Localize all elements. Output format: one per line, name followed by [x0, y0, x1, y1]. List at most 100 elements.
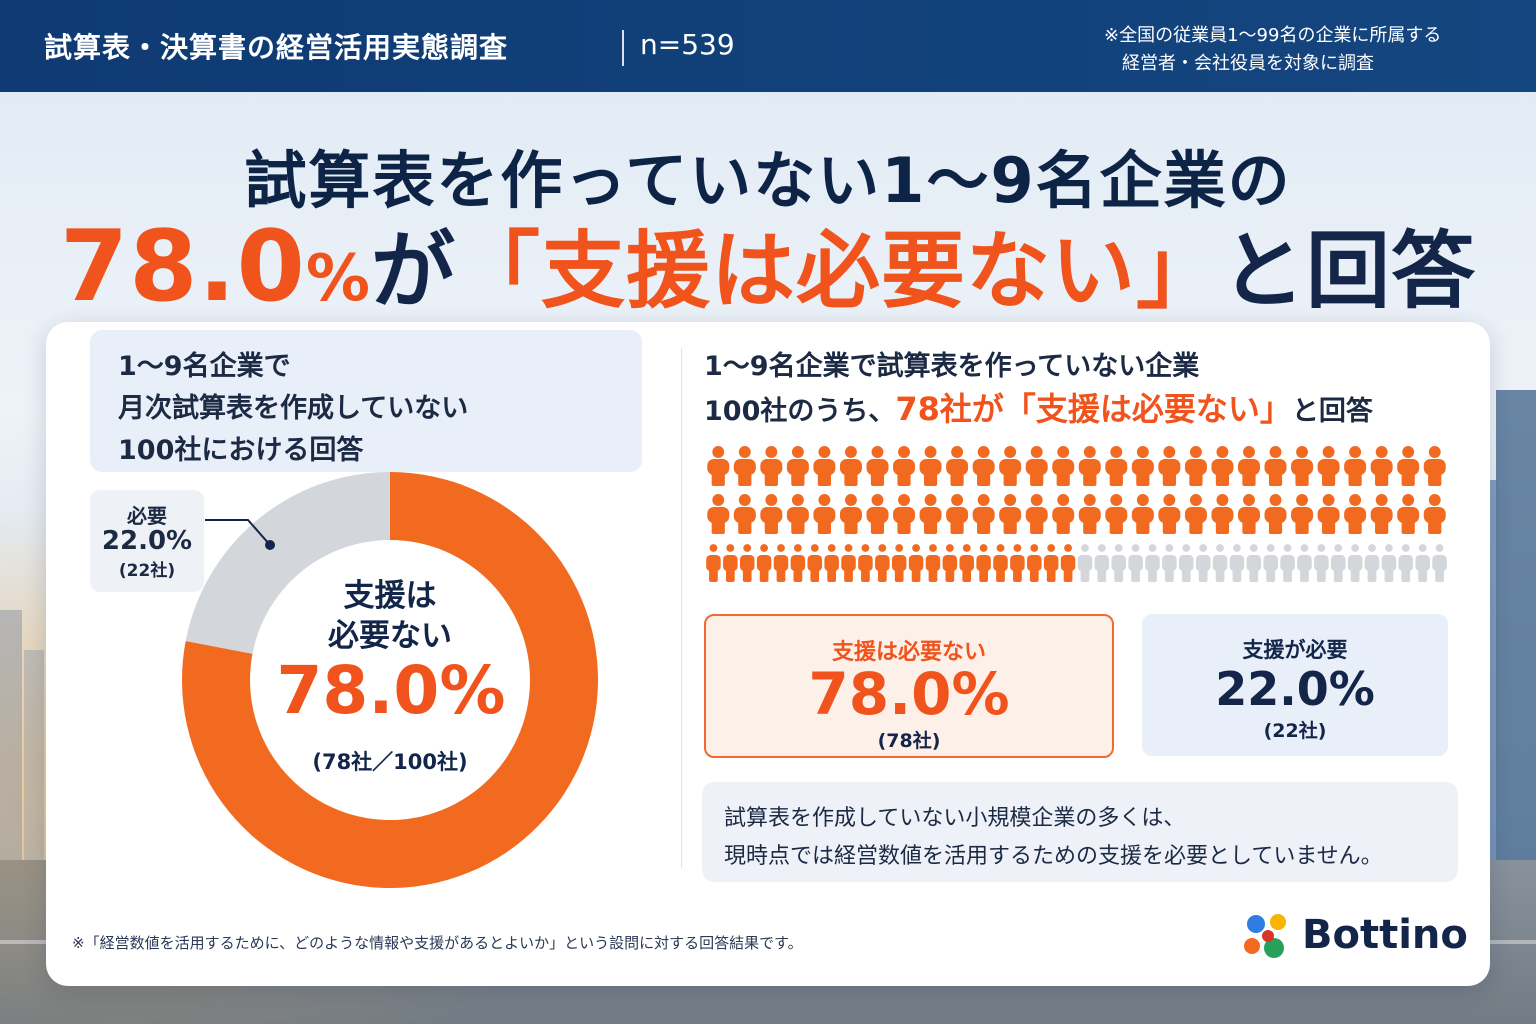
- person-icon-needed: [1128, 544, 1143, 582]
- person-icon-not-needed: [707, 446, 730, 486]
- right-title-line2: 100社のうち、78社が「支援は必要ない」と回答: [704, 384, 1373, 430]
- person-icon-not-needed: [1131, 446, 1154, 486]
- person-icon-needed: [1179, 544, 1194, 582]
- person-icon-needed: [1162, 544, 1177, 582]
- left-question-box: 1～9名企業で 月次試算表を作成していない 100社における回答: [90, 330, 642, 472]
- person-icon-not-needed: [773, 544, 789, 582]
- person-icon-not-needed: [866, 494, 889, 534]
- person-icon-not-needed: [760, 494, 783, 534]
- left-box-line1: 1～9名企業で: [118, 351, 291, 382]
- person-icon-not-needed: [1184, 446, 1207, 486]
- not-needed-count: (78社): [877, 730, 941, 752]
- person-icon-not-needed: [959, 544, 974, 582]
- person-icon-not-needed: [839, 494, 862, 534]
- person-icon-not-needed: [999, 494, 1022, 534]
- need-leader-dot: [265, 540, 275, 550]
- person-icon-not-needed: [1158, 494, 1181, 534]
- person-icon-not-needed: [972, 446, 995, 486]
- person-icon-not-needed: [733, 494, 756, 534]
- right-title-suffix: と回答: [1291, 396, 1373, 427]
- person-icon-not-needed: [946, 494, 969, 534]
- person-icon-not-needed: [1264, 494, 1287, 534]
- panel-divider: [681, 348, 682, 868]
- headline-line2: 78.0%が「支援は必要ない」と回答: [0, 204, 1536, 325]
- person-icon-not-needed: [1105, 494, 1128, 534]
- person-icon-not-needed: [893, 446, 916, 486]
- person-icon-not-needed: [790, 544, 806, 582]
- headline-pct-sign: %: [305, 242, 371, 316]
- person-icon-not-needed: [893, 494, 916, 534]
- person-icon-not-needed: [925, 544, 941, 582]
- person-icon-not-needed: [919, 446, 942, 486]
- header-divider: [622, 30, 624, 66]
- person-icon-needed: [1432, 544, 1447, 582]
- survey-note-line1: ※全国の従業員1～99名の企業に所属する: [1104, 25, 1442, 46]
- summary-line2: 現時点では経営数値を活用するための支援を必要としていません。: [724, 844, 1383, 869]
- person-icon-needed: [1364, 544, 1380, 582]
- person-icon-not-needed: [813, 446, 836, 486]
- person-icon-not-needed: [1370, 494, 1393, 534]
- person-icon-not-needed: [1397, 494, 1420, 534]
- person-icon-not-needed: [723, 544, 738, 582]
- headline-pct-number: 78.0: [60, 210, 306, 324]
- person-icon-not-needed: [807, 544, 823, 582]
- person-icon-not-needed: [841, 544, 856, 582]
- person-icon-not-needed: [839, 446, 862, 486]
- donut-slice-needed: [185, 472, 390, 654]
- needed-pct: 22.0%: [1215, 662, 1375, 716]
- right-title-line1: 1～9名企業で試算表を作っていない企業: [704, 351, 1200, 382]
- person-icon-needed: [1212, 544, 1228, 582]
- survey-note: ※全国の従業員1～99名の企業に所属する 経営者・会社役員を対象に調査: [1104, 22, 1441, 78]
- person-icon-not-needed: [1131, 494, 1154, 534]
- headline-ga: が: [370, 222, 456, 320]
- person-icon-not-needed: [1043, 544, 1059, 582]
- person-icon-needed: [1145, 544, 1160, 582]
- person-icon-not-needed: [706, 544, 721, 582]
- logo-text: Bottino: [1302, 912, 1468, 958]
- person-icon-not-needed: [1105, 446, 1128, 486]
- donut-center-label2: 必要ない: [328, 618, 452, 654]
- person-icon-needed: [1246, 544, 1262, 582]
- donut-center-pct: 78.0%: [276, 652, 506, 729]
- left-box-line2: 月次試算表を作成していない: [118, 393, 469, 424]
- footnote: ※「経営数値を活用するために、どのような情報や支援があるとよいか」という設問に対…: [72, 934, 803, 952]
- person-icon-not-needed: [760, 446, 783, 486]
- need-label: 必要: [127, 504, 167, 528]
- person-icon-not-needed: [1370, 446, 1393, 486]
- person-icon-not-needed: [919, 494, 942, 534]
- person-icon-needed: [1077, 544, 1093, 582]
- survey-note-line2: 経営者・会社役員を対象に調査: [1122, 53, 1374, 74]
- person-icon-not-needed: [1078, 494, 1101, 534]
- person-icon-not-needed: [1237, 446, 1260, 486]
- need-leader-line: [205, 519, 271, 546]
- logo-mark-icon: [1244, 914, 1286, 958]
- person-icon-not-needed: [993, 544, 1008, 582]
- person-icon-not-needed: [813, 494, 836, 534]
- sample-size: n=539: [640, 28, 735, 61]
- person-icon-not-needed: [946, 446, 969, 486]
- person-icon-not-needed: [733, 446, 756, 486]
- person-icon-not-needed: [875, 544, 890, 582]
- summary-box: 試算表を作成していない小規模企業の多くは、 現時点では経営数値を活用するための支…: [702, 782, 1458, 882]
- survey-title: 試算表・決算書の経営活用実態調査: [44, 31, 509, 64]
- person-icon-needed: [1229, 544, 1245, 582]
- person-icon-needed: [1094, 544, 1110, 582]
- person-icon-not-needed: [1052, 446, 1075, 486]
- person-icon-not-needed: [1025, 494, 1048, 534]
- person-icon-not-needed: [1052, 494, 1075, 534]
- person-icon-not-needed: [1025, 446, 1048, 486]
- headline-line1: 試算表を作っていない1～9名企業の: [244, 144, 1292, 217]
- person-icon-not-needed: [999, 446, 1022, 486]
- person-icon-not-needed: [786, 446, 809, 486]
- person-icon-not-needed: [972, 494, 995, 534]
- person-icon-not-needed: [1291, 446, 1314, 486]
- person-icon-not-needed: [1397, 446, 1420, 486]
- donut-center-count: (78社／100社): [312, 750, 468, 774]
- need-pct: 22.0%: [101, 526, 193, 556]
- person-icon-needed: [1314, 544, 1329, 582]
- person-icon-not-needed: [891, 544, 907, 582]
- need-callout: 必要 22.0% (22社): [90, 490, 204, 592]
- person-icon-not-needed: [1264, 446, 1287, 486]
